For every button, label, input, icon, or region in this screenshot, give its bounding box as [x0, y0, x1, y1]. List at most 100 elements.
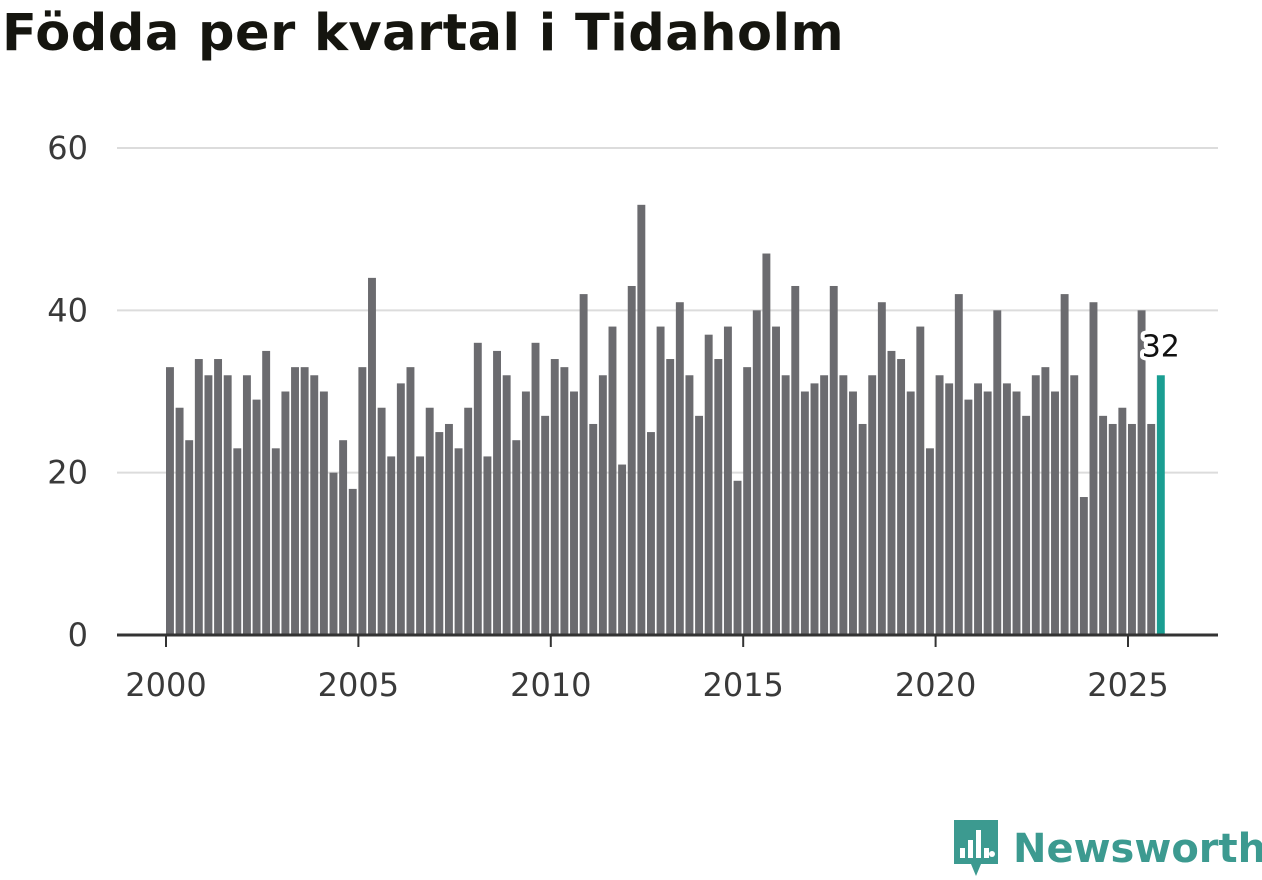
bar [1079, 497, 1088, 635]
bar [704, 334, 713, 635]
bar [233, 448, 242, 635]
bar [714, 359, 723, 635]
newsworthy-logo-icon [954, 820, 998, 876]
bar [1089, 302, 1098, 635]
bar [1128, 423, 1136, 635]
bar [531, 342, 540, 635]
bar [483, 456, 492, 635]
bar [262, 350, 271, 635]
bar [560, 367, 569, 635]
bar [598, 375, 607, 635]
bar [271, 448, 280, 635]
bar [473, 342, 482, 635]
bar [675, 302, 684, 635]
bar [666, 359, 675, 635]
bar [608, 326, 617, 635]
bar [974, 383, 982, 635]
bar [194, 359, 203, 635]
y-axis-labels: 0 20 40 60 [47, 129, 88, 654]
bar [1031, 375, 1040, 635]
bar [406, 367, 415, 635]
bar [945, 383, 954, 635]
bar [435, 432, 444, 635]
bar [1137, 310, 1146, 635]
bar [964, 399, 973, 635]
bar [444, 423, 453, 635]
bar [425, 407, 434, 635]
bar [1041, 367, 1050, 635]
bar [166, 367, 174, 635]
x-tick-label: 2000 [125, 666, 206, 704]
bar [521, 391, 530, 635]
bar [1002, 383, 1011, 635]
bar [377, 407, 386, 635]
bar [868, 375, 877, 635]
x-axis-labels: 2000 2005 2010 2015 2020 2025 [125, 635, 1169, 704]
bar [464, 407, 473, 635]
bar [723, 326, 732, 635]
x-tick-label: 2020 [895, 666, 976, 704]
bar [752, 310, 761, 635]
bar [1147, 423, 1156, 635]
bar [223, 375, 232, 635]
bar [204, 375, 213, 635]
bar [570, 391, 578, 635]
bar [781, 375, 790, 635]
bar [175, 407, 184, 635]
bar [685, 375, 694, 635]
bar [339, 440, 348, 635]
bar [916, 326, 925, 635]
bar [887, 350, 896, 635]
x-tick-label: 2015 [702, 666, 783, 704]
bar [743, 367, 752, 635]
bar [281, 391, 290, 635]
bar [810, 383, 819, 635]
newsworthy-brand: Newsworthy [951, 818, 1262, 880]
x-tick-label: 2005 [318, 666, 399, 704]
bar [618, 464, 627, 635]
bar [695, 415, 704, 635]
chart-title: Födda per kvartal i Tidaholm [2, 4, 845, 63]
bar [185, 440, 194, 635]
bar [396, 383, 405, 635]
bar [300, 367, 309, 635]
bar [935, 375, 944, 635]
bar [1051, 391, 1059, 635]
bar [310, 375, 319, 635]
bar [954, 294, 963, 635]
bar [579, 294, 588, 635]
bar [214, 359, 223, 635]
bar [983, 391, 992, 635]
highlight-value-label: 32 [1142, 329, 1180, 364]
bar [1070, 375, 1079, 635]
bar [252, 399, 261, 635]
bar [849, 391, 857, 635]
bar [329, 472, 338, 635]
bar [368, 277, 376, 635]
bar [1060, 294, 1069, 635]
bar [877, 302, 886, 635]
bar [387, 456, 396, 635]
bar [493, 350, 501, 635]
brand-name: Newsworthy [1013, 826, 1262, 872]
bar [839, 375, 848, 635]
bar [897, 359, 906, 635]
bar [637, 204, 646, 635]
bar [627, 285, 636, 635]
bar [925, 448, 934, 635]
bar [656, 326, 665, 635]
y-tick-label: 60 [47, 129, 88, 167]
bar [358, 367, 367, 635]
bar [1022, 415, 1031, 635]
bar [416, 456, 425, 635]
bar [800, 391, 809, 635]
bar [454, 448, 463, 635]
bar [348, 488, 357, 635]
bar [319, 391, 328, 635]
bar [541, 415, 550, 635]
bar [1099, 415, 1108, 635]
bar [762, 253, 771, 635]
bar [1012, 391, 1021, 635]
annotations: 32 [1138, 325, 1184, 368]
